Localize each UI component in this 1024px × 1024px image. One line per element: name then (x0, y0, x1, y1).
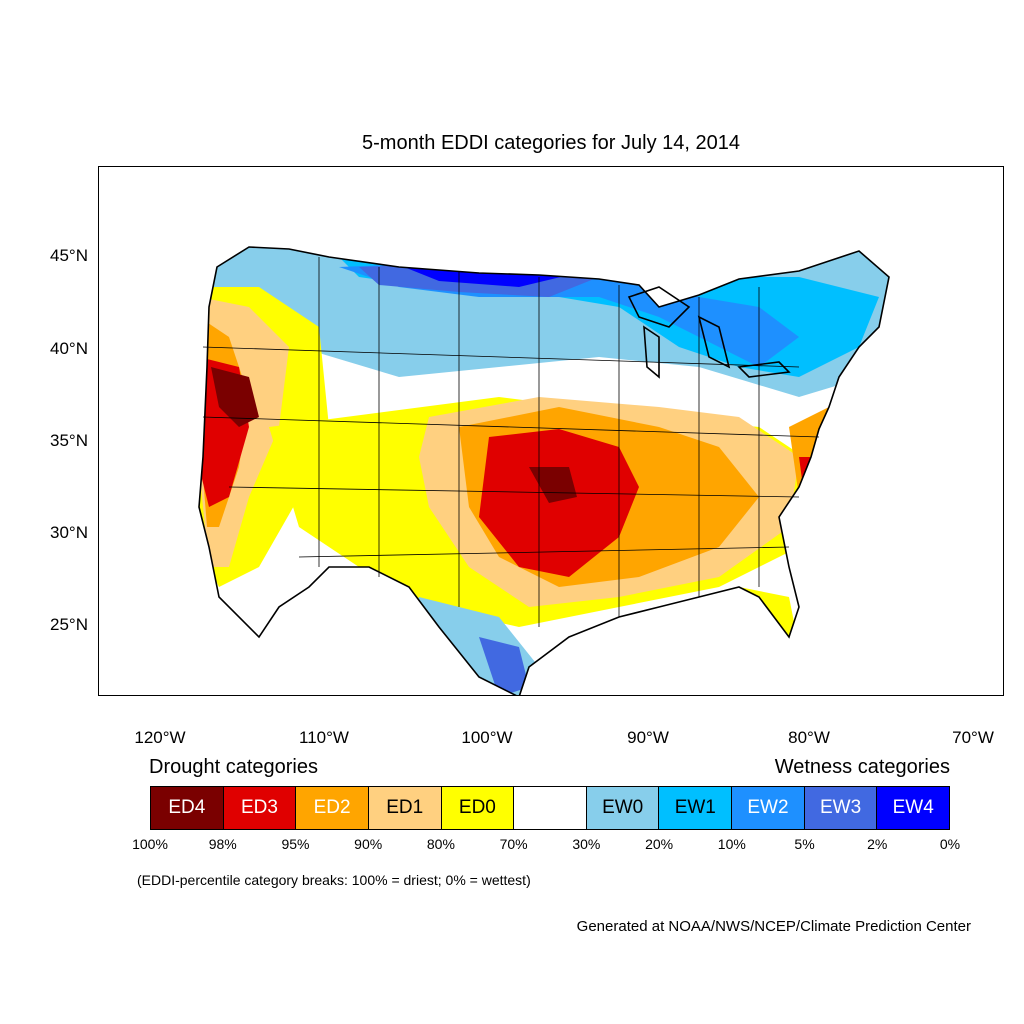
legend-cell-ed4: ED4 (151, 787, 224, 829)
legend-cell-neutral (514, 787, 587, 829)
lon-label-120: 120°W (134, 728, 186, 747)
lon-label-80: 80°W (788, 728, 830, 747)
percentile-break-label: 20% (645, 836, 674, 852)
eddi-map (98, 166, 1004, 696)
drought-categories-heading: Drought categories (149, 756, 318, 778)
percentile-break-label: 90% (354, 836, 383, 852)
legend-cell-ed0: ED0 (441, 787, 515, 829)
lat-label-45: 45°N (50, 246, 88, 265)
category-legend-bar: ED4 ED3 ED2 ED1 ED0 EW0 EW1 EW2 EW3 EW4 (150, 786, 950, 830)
legend-cell-ew1: EW1 (659, 787, 733, 829)
lat-label-30: 30°N (50, 523, 88, 542)
percentile-break-label: 0% (939, 836, 961, 852)
credit-line: Generated at NOAA/NWS/NCEP/Climate Predi… (576, 918, 971, 935)
lon-label-90: 90°W (627, 728, 669, 747)
percentile-break-label: 5% (794, 836, 815, 852)
lat-label-35: 35°N (50, 431, 88, 450)
legend-cell-ed3: ED3 (223, 787, 297, 829)
legend-cell-ew3: EW3 (804, 787, 878, 829)
legend-cell-ed1: ED1 (368, 787, 442, 829)
legend-cell-ed2: ED2 (296, 787, 369, 829)
percentile-break-label: 2% (867, 836, 888, 852)
eddi-map-graphic (198, 246, 890, 695)
percentile-break-label: 100% (132, 836, 168, 852)
lat-label-40: 40°N (50, 339, 88, 358)
lon-label-110: 110°W (299, 728, 349, 747)
map-title: 5-month EDDI categories for July 14, 201… (362, 132, 740, 154)
legend-cell-ew4: EW4 (877, 787, 950, 829)
legend-cell-ew2: EW2 (732, 787, 805, 829)
lat-label-25: 25°N (50, 615, 88, 634)
lon-label-100: 100°W (461, 728, 513, 747)
category-shading (199, 247, 889, 695)
percentile-break-label: 30% (572, 836, 601, 852)
state-borders (202, 257, 820, 627)
percentile-break-label: 98% (208, 836, 237, 852)
wetness-categories-heading: Wetness categories (774, 756, 950, 778)
percentile-break-label: 70% (499, 836, 528, 852)
category-breaks-note: (EDDI-percentile category breaks: 100% =… (137, 872, 531, 888)
percentile-break-label: 10% (717, 836, 746, 852)
lon-label-70: 70°W (952, 728, 994, 747)
percentile-break-label: 80% (426, 836, 455, 852)
percentile-break-label: 95% (281, 836, 310, 852)
legend-cell-ew0: EW0 (586, 787, 660, 829)
coastline-outline (198, 246, 890, 695)
